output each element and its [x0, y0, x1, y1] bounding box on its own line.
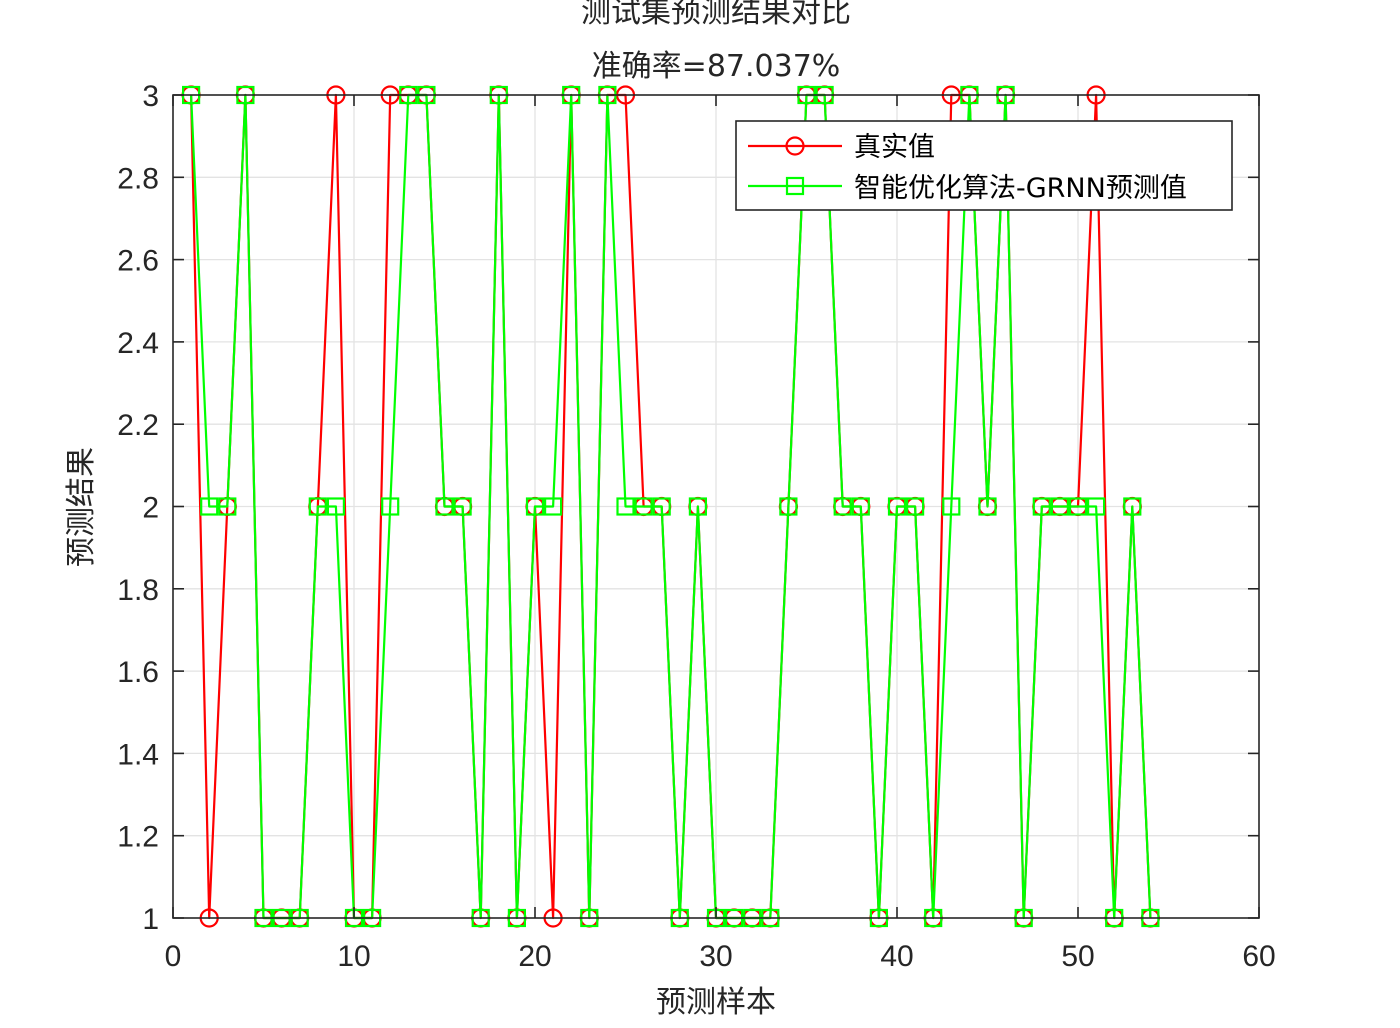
legend: 真实值 智能优化算法-GRNN预测值 — [735, 120, 1233, 211]
x-tick-label: 50 — [1061, 940, 1094, 973]
y-tick-label: 2.6 — [117, 245, 159, 278]
data-point — [1032, 497, 1051, 516]
data-point — [942, 497, 961, 516]
data-point — [905, 497, 925, 516]
y-tick-label: 3 — [142, 80, 159, 113]
x-tick-label: 10 — [337, 940, 370, 973]
data-point — [1050, 497, 1070, 516]
y-tick-label: 1 — [142, 903, 159, 936]
data-point — [326, 497, 345, 516]
legend-marker-circle — [785, 136, 805, 156]
data-point — [616, 497, 635, 516]
y-axis-label: 预测结果 — [64, 447, 99, 567]
data-point — [543, 497, 563, 516]
data-point — [851, 497, 870, 516]
data-point — [308, 497, 327, 516]
chart-subtitle: 准确率=87.037% — [592, 49, 841, 84]
y-tick-label: 1.2 — [117, 821, 159, 854]
data-point — [453, 497, 472, 516]
data-point — [833, 497, 852, 516]
y-tick-label: 1.6 — [117, 656, 159, 689]
data-point — [1123, 497, 1142, 516]
data-point — [887, 497, 907, 516]
data-point — [779, 497, 798, 516]
data-point — [688, 497, 708, 516]
y-tick-label: 2 — [142, 492, 159, 525]
y-tick-label: 2.4 — [117, 327, 159, 360]
data-point — [200, 497, 219, 516]
x-axis-label: 预测样本 — [656, 985, 776, 1020]
x-tick-label: 30 — [699, 940, 732, 973]
series-line — [190, 93, 1152, 920]
x-tick-label: 0 — [165, 940, 182, 973]
chart-title: 测试集预测结果对比 — [581, 0, 851, 30]
data-point — [978, 497, 997, 516]
data-point — [381, 497, 400, 516]
data-point — [435, 497, 454, 516]
data-point — [652, 497, 671, 516]
y-tick-label: 1.8 — [117, 574, 159, 607]
y-tick-label: 2.2 — [117, 409, 159, 442]
y-tick-label: 2.8 — [117, 162, 159, 195]
legend-label-pred: 智能优化算法-GRNN预测值 — [854, 173, 1187, 204]
data-point — [218, 497, 237, 516]
data-point — [525, 497, 545, 516]
data-point — [1086, 497, 1106, 516]
x-tick-label: 20 — [518, 940, 551, 973]
x-tick-label: 40 — [880, 940, 913, 973]
data-point — [1068, 497, 1088, 516]
axis-ticks: 0 10 20 30 40 50 60 1 1.2 1.4 1.6 1.8 2 2.2 2.4 2.6 2.8 3 — [117, 80, 1275, 973]
legend-label-true: 真实值 — [854, 132, 935, 163]
y-tick-label: 1.4 — [117, 738, 159, 771]
legend-box — [735, 120, 1233, 211]
data-point — [634, 497, 653, 516]
x-tick-label: 60 — [1242, 940, 1275, 973]
legend-marker-square — [785, 176, 805, 196]
